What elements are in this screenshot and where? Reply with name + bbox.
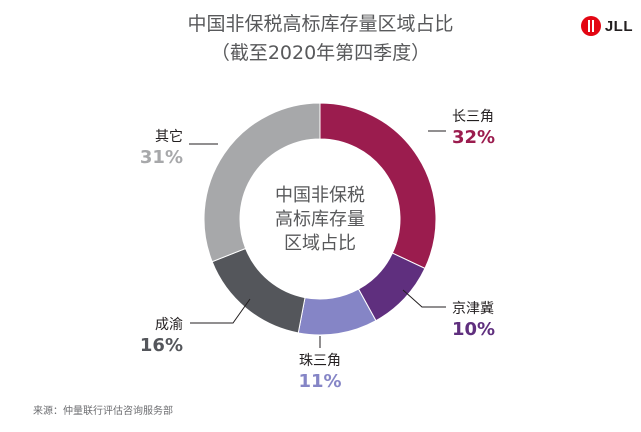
leader-line-4 [190,298,251,324]
jll-logo: JLL [580,16,633,36]
slice-value-label-5: 31% [140,147,183,168]
source-note: 来源：仲量联行评估咨询服务部 [33,406,173,417]
donut-slice-4 [211,247,306,334]
slice-name-label-1: 长三角 [452,109,494,125]
slice-value-label-3: 11% [298,371,341,392]
slice-name-label-4: 成渝 [155,317,183,333]
slice-value-label-4: 16% [140,335,183,356]
leader-line-2 [402,289,446,308]
chart-title: 中国非保税高标库存量区域占比 [187,13,454,35]
center-label-line-2: 高标库存量 [275,209,365,230]
jll-logo-icon [580,16,601,36]
center-label-line-3: 区域占比 [284,233,356,254]
slice-name-label-2: 京津冀 [452,301,494,317]
slice-value-label-1: 32% [452,127,495,148]
slice-name-label-3: 珠三角 [299,353,341,369]
jll-logo-text: JLL [604,17,633,35]
slice-value-label-2: 10% [452,319,495,340]
donut-slice-5 [203,102,321,263]
center-label-line-1: 中国非保税 [275,185,365,206]
slice-name-label-5: 其它 [155,128,183,145]
chart-subtitle: （截至2020年第四季度） [210,42,431,64]
